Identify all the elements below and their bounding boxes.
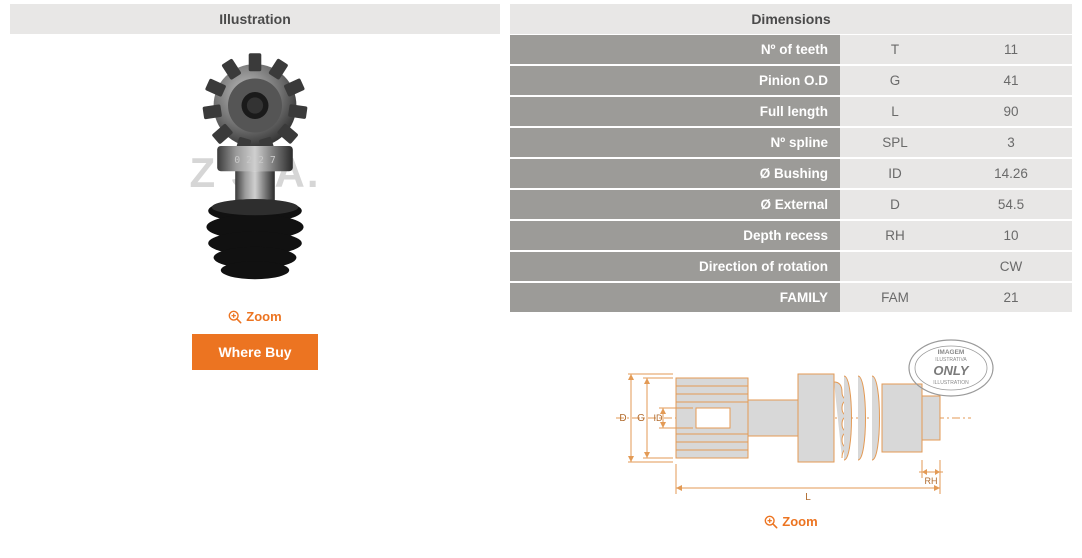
table-row: FAMILYFAM21 (510, 282, 1072, 313)
spec-code: RH (840, 220, 950, 251)
spec-label: Depth recess (510, 220, 840, 251)
table-row: Pinion O.DG41 (510, 65, 1072, 96)
svg-text:ILLUSTRATION: ILLUSTRATION (933, 380, 969, 386)
spec-code: FAM (840, 282, 950, 313)
table-row: Nº of teethT11 (510, 35, 1072, 65)
zoom-label: Zoom (782, 514, 817, 529)
dimensions-header: Dimensions (510, 4, 1072, 35)
spec-code: ID (840, 158, 950, 189)
product-image: Z S.A. (145, 43, 365, 303)
zoom-drawing-link[interactable]: Zoom (764, 514, 817, 529)
dim-rh-label: RH (925, 476, 938, 486)
spec-value: 10 (950, 220, 1072, 251)
spec-value: 14.26 (950, 158, 1072, 189)
spec-code: G (840, 65, 950, 96)
spec-label: Pinion O.D (510, 65, 840, 96)
svg-text:0 2 2 7: 0 2 2 7 (234, 155, 276, 166)
svg-text:ONLY: ONLY (933, 363, 969, 378)
product-illustration: Z S.A. (10, 35, 500, 370)
spec-value: 41 (950, 65, 1072, 96)
table-row: Depth recessRH10 (510, 220, 1072, 251)
svg-text:IMAGEM: IMAGEM (938, 349, 965, 356)
table-row: Ø ExternalD54.5 (510, 189, 1072, 220)
spec-label: FAMILY (510, 282, 840, 313)
dim-g-label: G (637, 413, 645, 424)
spec-code: T (840, 35, 950, 65)
spec-code: L (840, 96, 950, 127)
dim-d-label: D (619, 413, 626, 424)
dimensions-table: Nº of teethT11Pinion O.DG41Full lengthL9… (510, 35, 1072, 314)
spec-value: CW (950, 251, 1072, 282)
magnifier-plus-icon (228, 310, 242, 324)
spec-label: Ø External (510, 189, 840, 220)
table-row: Direction of rotation CW (510, 251, 1072, 282)
zoom-label: Zoom (246, 309, 281, 324)
spec-value: 90 (950, 96, 1072, 127)
spec-value: 21 (950, 282, 1072, 313)
illustration-header: Illustration (10, 4, 500, 35)
spec-code: SPL (840, 127, 950, 158)
where-buy-button[interactable]: Where Buy (192, 334, 317, 370)
illustration-only-stamp: IMAGEM ILUSTRATIVA ONLY ILLUSTRATION (909, 340, 993, 396)
spec-label: Direction of rotation (510, 251, 840, 282)
spec-label: Full length (510, 96, 840, 127)
spec-label: Nº spline (510, 127, 840, 158)
spec-label: Nº of teeth (510, 35, 840, 65)
table-row: Nº splineSPL3 (510, 127, 1072, 158)
spec-code: D (840, 189, 950, 220)
dim-l-label: L (805, 492, 811, 503)
table-row: Ø BushingID14.26 (510, 158, 1072, 189)
zoom-illustration-link[interactable]: Zoom (228, 309, 281, 324)
spec-label: Ø Bushing (510, 158, 840, 189)
spec-value: 3 (950, 127, 1072, 158)
spec-value: 54.5 (950, 189, 1072, 220)
table-row: Full lengthL90 (510, 96, 1072, 127)
spec-code (840, 251, 950, 282)
spec-value: 11 (950, 35, 1072, 65)
magnifier-plus-icon (764, 515, 778, 529)
dim-id-label: ID (654, 413, 664, 423)
technical-drawing: D G ID L RH IMAGEM ILUSTRATIVA ONLY ILLU… (510, 328, 1072, 529)
